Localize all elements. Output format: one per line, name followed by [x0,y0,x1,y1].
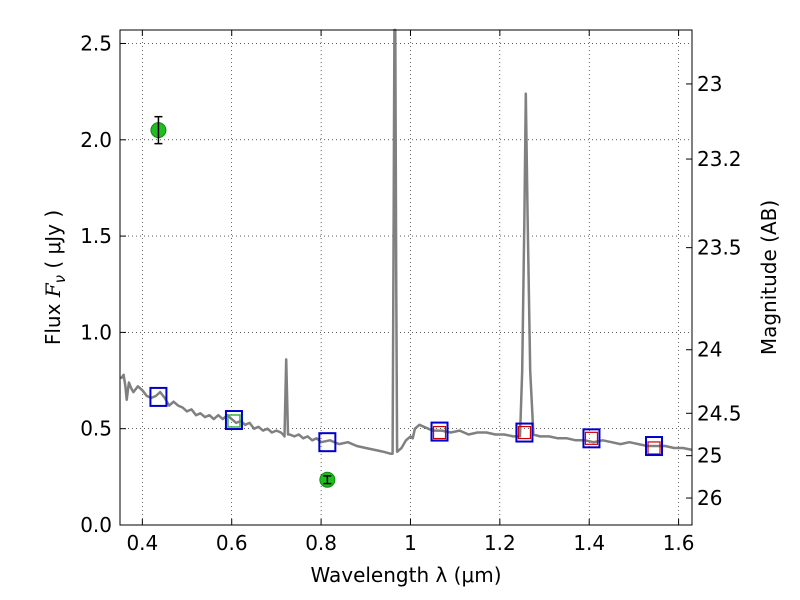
model-photometry-marker [318,432,337,453]
y-tick-label: 2.5 [80,31,112,55]
observed-photometry-marker [432,425,447,440]
y-axis-title: Flux Fν ( μJy ) [41,210,69,345]
model-photometry-marker [645,436,664,457]
model-photometry-marker [515,422,534,443]
x-axis-title: Wavelength λ (μm) [310,563,501,587]
y-axis-title-prefix: Flux [41,297,65,345]
model-photometry-marker [582,428,601,449]
model-photometry-marker [224,410,243,431]
y-tick-label: 0.5 [80,417,112,441]
model-photometry-marker [149,386,168,407]
x-tick-label: 1.4 [573,531,605,555]
x-tick-label: 1.6 [663,531,695,555]
x-tick-label: 0.8 [305,531,337,555]
y2-tick-label: 26 [697,486,722,510]
y2-tick-label: 24.5 [697,401,742,425]
optical-photometry-marker [227,414,241,428]
x-tick-label: 1 [404,531,417,555]
ticks: 0.4 0.6 0.8 1 1.2 1.4 1.6 0.0 0.5 1.0 1.5 2.0 2.5 23 2… [80,30,742,555]
observed-photometry-marker [584,431,599,445]
observed-photometry-marker [517,425,532,440]
y-tick-label: 0.0 [80,513,112,537]
y2-tick-label: 23.5 [697,236,742,260]
marker-layer [149,115,664,488]
x-tick-label: 1.2 [484,531,516,555]
plot-area-frame [119,29,693,526]
x-tick-label: 0.4 [126,531,158,555]
x-tick-label: 0.6 [216,531,248,555]
y-tick-label: 1.0 [80,320,112,344]
y-axis-title-symbol: F [41,282,65,298]
spectrum-layer [119,28,693,455]
y2-axis-title: Magnitude (AB) [757,200,781,355]
model-photometry-marker [430,421,449,442]
y-tick-label: 2.0 [80,128,112,152]
y2-tick-label: 23 [697,72,722,96]
y2-tick-label: 25 [697,444,722,468]
observed-photometry-marker [647,441,661,455]
y2-tick-label: 24 [697,338,722,362]
y-tick-label: 1.5 [80,224,112,248]
y-axis-title-unit: ( μJy ) [41,210,65,275]
spectrum-line [119,28,693,455]
gridlines [120,30,692,526]
y-axis-title-subscript: ν [51,275,69,283]
y2-tick-label: 23.2 [697,147,742,171]
